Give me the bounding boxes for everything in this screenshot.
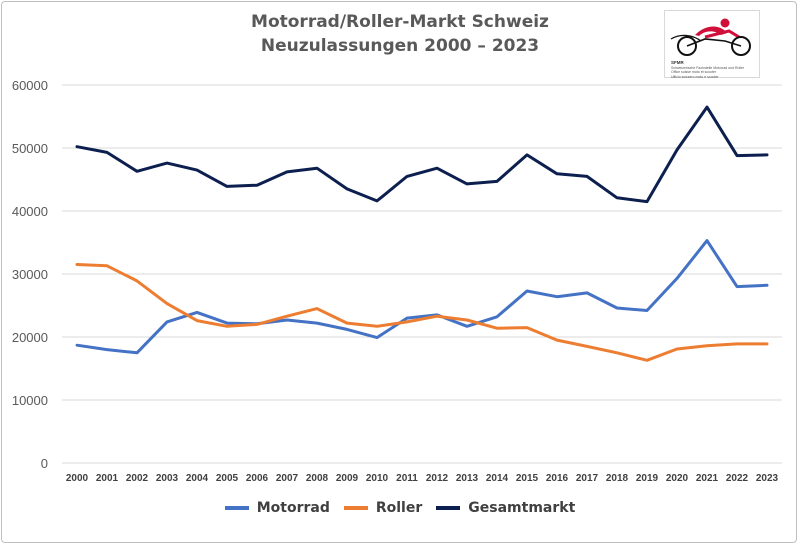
legend-label-gesamtmarkt: Gesamtmarkt [468, 500, 576, 516]
legend-swatch-roller [343, 506, 368, 510]
logo-brand: SFMR [671, 60, 684, 65]
legend-label-motorrad: Motorrad [256, 500, 330, 516]
motorcycle-icon [670, 18, 751, 56]
legend-swatch-motorrad [224, 506, 249, 510]
legend: Motorrad Roller Gesamtmarkt [0, 500, 800, 516]
legend-item-motorrad: Motorrad [224, 500, 330, 516]
logo-line-2: Office suisse moto et scooter [671, 70, 717, 74]
legend-item-gesamtmarkt: Gesamtmarkt [436, 500, 575, 516]
legend-label-roller: Roller [375, 500, 423, 516]
logo-line-1: Schweizerische Fachstelle Motorrad und R… [671, 65, 745, 70]
logo-line-3: Ufficio svizzero moto e scooter [671, 74, 719, 79]
chart-title-block: Motorrad/Roller-Markt Schweiz Neuzulassu… [0, 10, 800, 58]
brand-logo: SFMR Schweizerische Fachstelle Motorrad … [664, 10, 760, 79]
legend-item-roller: Roller [343, 500, 423, 516]
chart-subtitle: Neuzulassungen 2000 – 2023 [260, 36, 540, 56]
logo-text: SFMR Schweizerische Fachstelle Motorrad … [671, 60, 745, 79]
chart-title: Motorrad/Roller-Markt Schweiz [251, 12, 549, 32]
legend-swatch-gesamtmarkt [436, 506, 461, 510]
